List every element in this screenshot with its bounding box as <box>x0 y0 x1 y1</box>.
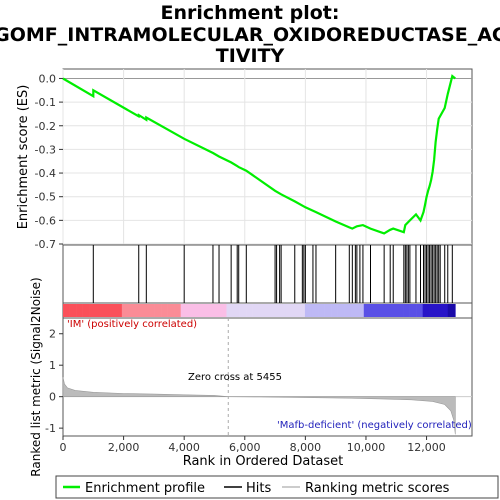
metric-area <box>62 377 456 435</box>
colorbar-segment <box>239 304 247 317</box>
colorbar-segment <box>298 304 306 317</box>
colorbar-segment <box>226 304 234 317</box>
hits-panel <box>62 244 473 304</box>
metric-panel <box>62 317 473 437</box>
colorbar-segment <box>422 304 430 317</box>
colorbar-segment <box>115 304 123 317</box>
colorbar-segment <box>383 304 391 317</box>
colorbar-segment <box>108 304 116 317</box>
colorbar-segment <box>311 304 319 317</box>
colorbar-segment <box>278 304 286 317</box>
es-tick-label: -0.2 <box>35 120 56 133</box>
colorbar-segment <box>193 304 201 317</box>
colorbar-segment <box>291 304 299 317</box>
chart-title-line2: GOMF_INTRAMOLECULAR_OXIDOREDUCTASE_AC <box>0 24 500 46</box>
colorbar-segment <box>134 304 142 317</box>
colorbar-segment <box>285 304 293 317</box>
metric-tick-label: 2 <box>49 328 56 341</box>
es-panel <box>62 68 473 245</box>
colorbar-segment <box>233 304 240 317</box>
es-tick-label: -0.7 <box>35 238 56 251</box>
colorbar-segment <box>161 304 168 317</box>
legend-metric-label: Ranking metric scores <box>305 481 450 496</box>
negative-correlation-label: 'Mafb-deficient' (negatively correlated) <box>277 420 472 431</box>
metric-axis-label: Ranked list metric (Signal2Noise) <box>29 277 43 476</box>
colorbar-segment <box>167 304 175 317</box>
colorbar-segment <box>318 304 325 317</box>
colorbar-segment <box>435 304 443 317</box>
colorbar-segment <box>213 304 221 317</box>
colorbar-segment <box>76 304 83 317</box>
colorbar-segment <box>95 304 103 317</box>
colorbar-segment <box>442 304 450 317</box>
chart-title-line3: TIVITY <box>216 45 285 67</box>
colorbar-segment <box>206 304 214 317</box>
colorbar-segment <box>357 304 365 317</box>
es-tick-label: -0.1 <box>35 96 56 109</box>
metric-tick-label: 1 <box>49 359 56 372</box>
zero-cross-label: Zero cross at 5455 <box>188 372 282 383</box>
es-tick-label: 0.0 <box>39 72 57 85</box>
legend-box <box>55 475 499 499</box>
colorbar-segment <box>350 304 358 317</box>
colorbar-segment <box>337 304 345 317</box>
colorbar-segment <box>409 304 417 317</box>
colorbar-segment <box>272 304 280 317</box>
colorbar-segment <box>324 304 332 317</box>
colorbar-segment <box>200 304 208 317</box>
x-tick-label: 4,000 <box>168 441 200 454</box>
colorbar-segment <box>389 304 397 317</box>
x-tick-label: 2,000 <box>108 441 140 454</box>
x-tick-label: 6,000 <box>229 441 261 454</box>
colorbar-segment <box>219 304 227 317</box>
legend: Enrichment profile Hits Ranking metric s… <box>55 475 499 499</box>
x-tick-label: 10,000 <box>347 441 386 454</box>
colorbar-segment <box>128 304 136 317</box>
es-tick-label: -0.5 <box>35 191 56 204</box>
x-tick-label: 12,000 <box>407 441 446 454</box>
colorbar-segment <box>246 304 253 317</box>
colorbar-segment <box>180 304 188 317</box>
x-tick-label: 8,000 <box>290 441 322 454</box>
colorbar-segment <box>102 304 110 317</box>
chart-title-line1: Enrichment plot: <box>161 2 340 24</box>
colorbar-segment <box>89 304 96 317</box>
metric-tick-label: 0 <box>49 391 56 404</box>
es-tick-label: -0.3 <box>35 143 56 156</box>
positive-correlation-label: 'IM' (positively correlated) <box>67 319 197 330</box>
colorbar-segment <box>141 304 149 317</box>
colorbar-segment <box>396 304 404 317</box>
es-axis-label: Enrichment score (ES) <box>16 85 31 230</box>
colorbar-segment <box>416 304 423 317</box>
colorbar-segment <box>148 304 155 317</box>
colorbar-segment <box>304 304 312 317</box>
colorbar-segment <box>259 304 267 317</box>
colorbar-segment <box>429 304 437 317</box>
legend-profile-label: Enrichment profile <box>85 481 205 496</box>
x-tick-label: 0 <box>60 441 67 454</box>
metric-tick-label: -1 <box>45 422 56 435</box>
colorbar-segment <box>376 304 384 317</box>
colorbar-segment <box>252 304 260 317</box>
colorbar-segment <box>370 304 378 317</box>
colorbar-segment <box>344 304 352 317</box>
es-tick-label: -0.6 <box>35 214 56 227</box>
colorbar-segment <box>174 304 182 317</box>
colorbar-segment <box>265 304 273 317</box>
x-axis-label: Rank in Ordered Dataset <box>183 454 344 469</box>
colorbar-segment <box>121 304 129 317</box>
colorbar-segment <box>363 304 371 317</box>
colorbar-tail <box>447 304 456 317</box>
colorbar-segment <box>403 304 410 317</box>
legend-hits-label: Hits <box>246 481 271 496</box>
enrichment-profile-line <box>62 74 456 235</box>
colorbar-segment <box>331 304 338 317</box>
es-tick-label: -0.4 <box>35 167 56 180</box>
colorbar-segment <box>69 304 77 317</box>
colorbar-segment <box>187 304 195 317</box>
colorbar-segment <box>154 304 162 317</box>
colorbar-segment <box>63 304 70 317</box>
colorbar-segment <box>82 304 90 317</box>
